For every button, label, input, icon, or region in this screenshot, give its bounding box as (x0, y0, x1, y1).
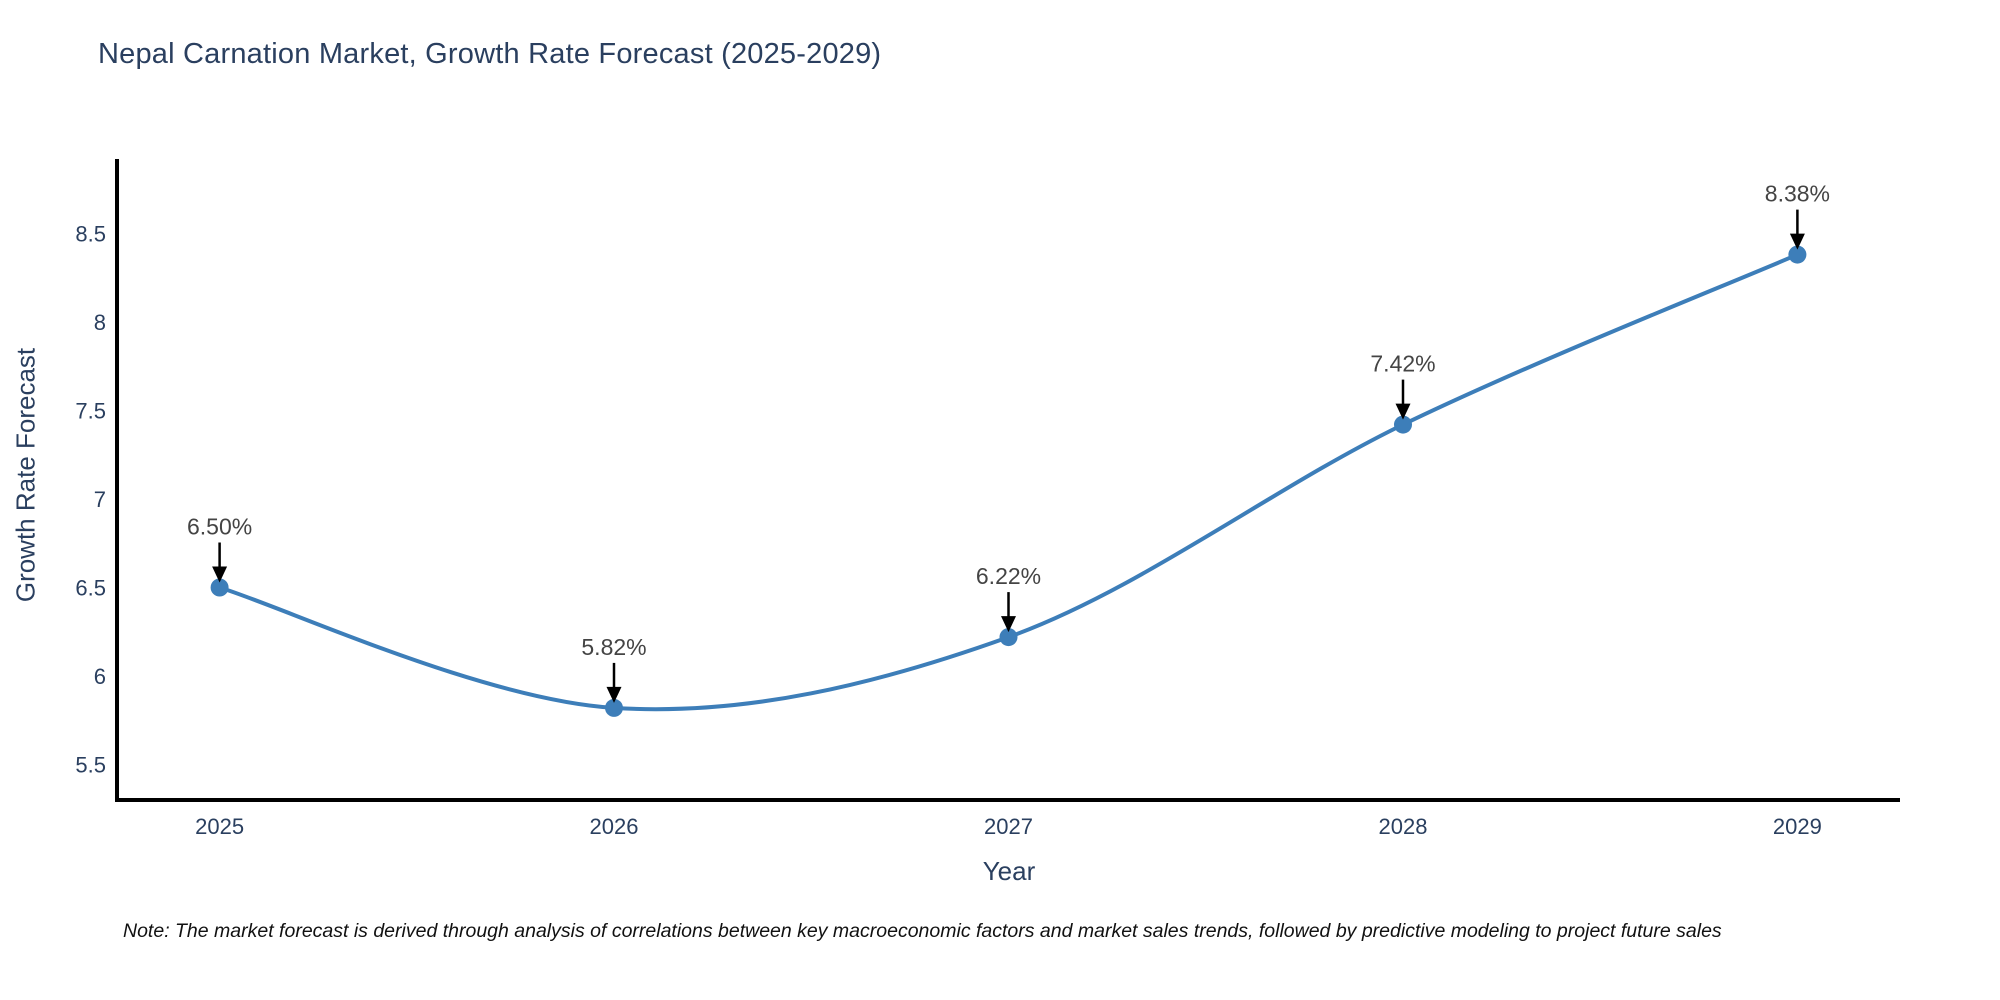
data-point-2026 (605, 698, 623, 717)
annotation-arrowhead-2028 (1395, 403, 1411, 420)
data-point-2025 (210, 578, 229, 597)
x-tick-label-2028: 2028 (1379, 814, 1428, 839)
x-axis-title: Year (982, 856, 1036, 886)
y-tick-label-8.5: 8.5 (75, 221, 106, 246)
annotation-label-2026: 5.82% (581, 634, 646, 660)
x-tick-label-2029: 2029 (1773, 814, 1822, 839)
annotation-arrowhead-2026 (606, 686, 622, 703)
y-tick-label-7.5: 7.5 (75, 398, 106, 423)
data-point-2027 (999, 628, 1018, 647)
y-tick-label-6.5: 6.5 (75, 576, 106, 601)
y-tick-label-7: 7 (94, 487, 106, 512)
x-tick-label-2027: 2027 (984, 814, 1033, 839)
annotation-arrowhead-2027 (1001, 616, 1016, 633)
data-point-2029 (1788, 245, 1807, 264)
x-tick-label-2026: 2026 (590, 814, 639, 839)
annotation-label-2028: 7.42% (1370, 351, 1435, 377)
annotation-label-2025: 6.50% (187, 514, 252, 540)
y-tick-label-8: 8 (94, 310, 106, 335)
y-tick-label-6: 6 (94, 664, 106, 689)
data-point-2028 (1394, 415, 1412, 434)
footnote: Note: The market forecast is derived thr… (123, 920, 1722, 942)
annotation-arrowhead-2025 (212, 566, 228, 583)
y-tick-label-5.5: 5.5 (75, 753, 106, 778)
annotation-arrowhead-2029 (1789, 233, 1805, 250)
x-tick-label-2025: 2025 (195, 814, 244, 839)
chart-title: Nepal Carnation Market, Growth Rate Fore… (98, 38, 882, 70)
annotation-label-2027: 6.22% (976, 563, 1041, 589)
annotation-label-2029: 8.38% (1765, 181, 1830, 207)
